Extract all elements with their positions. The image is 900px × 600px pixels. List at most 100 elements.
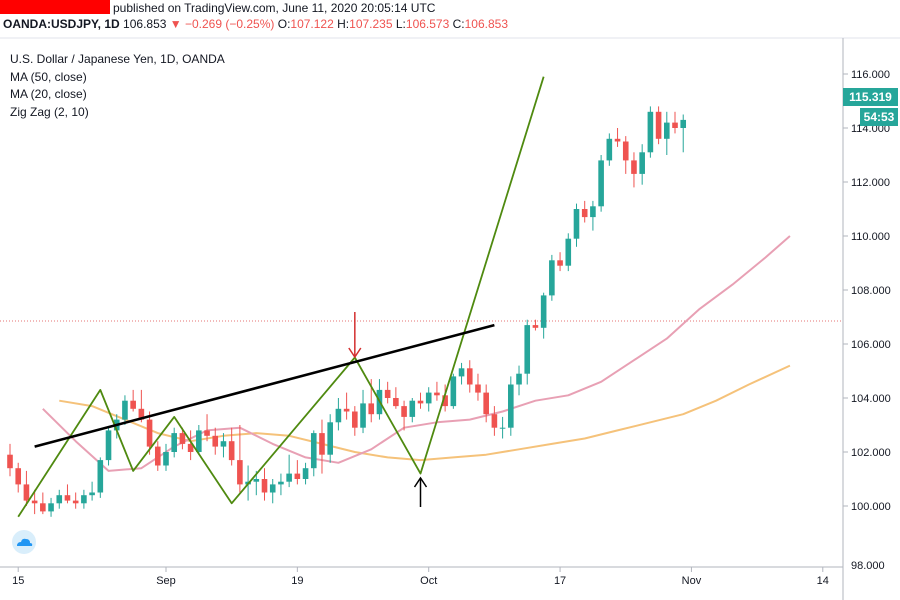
candle-body — [327, 422, 333, 455]
low-value: 106.573 — [405, 17, 450, 31]
legend-ma20[interactable]: MA (20, close) — [10, 87, 87, 101]
candle-body — [499, 427, 506, 429]
candle-body — [639, 152, 645, 174]
candle-body — [664, 122, 670, 139]
y-tick-label: 114.000 — [851, 123, 890, 135]
open-label: O: — [277, 17, 291, 31]
candle-body — [196, 430, 202, 452]
redacted-author — [0, 0, 110, 14]
ma20-line — [42, 235, 791, 472]
zigzag-line — [17, 76, 545, 518]
candle-body — [310, 433, 317, 469]
x-tick-label: 17 — [554, 575, 566, 587]
legend-title: U.S. Dollar / Japanese Yen, 1D, OANDA — [10, 52, 225, 66]
legend-zigzag[interactable]: Zig Zag (2, 10) — [10, 105, 89, 119]
down-arrow-head — [348, 347, 362, 359]
symbol-label[interactable]: OANDA:USDJPY, 1D — [3, 17, 120, 31]
candle-body — [278, 481, 284, 485]
y-tick-label: 106.000 — [851, 339, 891, 351]
x-tick-label: Nov — [682, 575, 702, 587]
candle-body — [606, 138, 613, 161]
candle-body — [261, 479, 268, 493]
candle-body — [146, 419, 153, 447]
candle-body — [647, 111, 654, 153]
candle-body — [204, 430, 210, 436]
candle-body — [48, 503, 54, 512]
candle-body — [417, 400, 424, 404]
y-tick-label: 112.000 — [851, 177, 890, 189]
y-tick-label: 102.000 — [851, 447, 891, 459]
candle-body — [319, 433, 325, 455]
x-tick-label: Sep — [156, 575, 176, 587]
candle-body — [179, 433, 186, 444]
candle-body — [434, 392, 440, 396]
bar-timer-badge: 54:53 — [860, 108, 898, 126]
candle-body — [253, 479, 260, 482]
candle-body — [212, 435, 219, 447]
candle-body — [483, 392, 489, 415]
candle-body — [631, 160, 637, 174]
close-label: C: — [452, 17, 465, 31]
candle-body — [409, 400, 416, 417]
candle-body — [458, 368, 465, 377]
candle-body — [655, 111, 662, 139]
candle-body — [622, 141, 629, 161]
candle-body — [122, 400, 128, 420]
candle-body — [549, 260, 555, 296]
candle-body — [7, 454, 13, 469]
candle-body — [64, 495, 71, 501]
candle-body — [187, 443, 194, 452]
candle-body — [294, 473, 301, 479]
tradingview-logo[interactable] — [12, 530, 36, 554]
candle-body — [97, 460, 104, 493]
candle-body — [302, 468, 309, 479]
price-change: ▼ −0.269 (−0.25%) — [169, 17, 275, 31]
open-value: 107.122 — [290, 17, 334, 31]
candle-body — [581, 209, 588, 218]
candle-body — [442, 395, 448, 407]
candle-body — [31, 500, 38, 504]
candle-body — [565, 238, 572, 266]
candle-body — [516, 373, 522, 385]
high-label: H: — [337, 17, 350, 31]
candle-body — [450, 376, 457, 407]
candle-body — [532, 325, 539, 328]
y-tick-label: 110.000 — [851, 231, 890, 243]
candle-body — [23, 484, 30, 501]
high-value: 107.235 — [349, 17, 393, 31]
candle-body — [228, 441, 235, 461]
ohlc-bar: OANDA:USDJPY, 1D 106.853 ▼ −0.269 (−0.25… — [3, 17, 508, 31]
candle-body — [286, 473, 292, 482]
candle-body — [163, 452, 169, 466]
candle-body — [56, 495, 63, 504]
candle-body — [360, 403, 366, 428]
y-tick-label: 108.000 — [851, 285, 891, 297]
candle-body — [384, 389, 391, 398]
candle-body — [540, 295, 547, 328]
x-tick-label: Oct — [420, 575, 437, 587]
low-label: L: — [395, 17, 406, 31]
last-price: 106.853 — [123, 17, 167, 31]
candle-body — [401, 406, 407, 417]
candle-body — [508, 384, 514, 428]
candle-body — [352, 411, 358, 428]
candle-body — [171, 433, 177, 452]
candle-body — [590, 206, 596, 218]
candle-body — [89, 492, 95, 496]
candle-body — [475, 384, 481, 393]
candle-body — [672, 122, 678, 128]
candle-body — [425, 392, 432, 404]
candle-body — [220, 441, 227, 447]
publish-info: published on TradingView.com, June 11, 2… — [113, 1, 436, 15]
trend-line — [34, 323, 495, 448]
candle-body — [573, 209, 580, 239]
candle-body — [524, 325, 531, 374]
candle-body — [466, 368, 473, 385]
y-tick-label: 100.000 — [851, 501, 891, 513]
legend-ma50[interactable]: MA (50, close) — [10, 70, 87, 84]
ma50-line — [59, 364, 791, 462]
x-tick-label: 14 — [817, 575, 829, 587]
candle-body — [368, 403, 375, 415]
up-arrow-head — [413, 476, 428, 488]
